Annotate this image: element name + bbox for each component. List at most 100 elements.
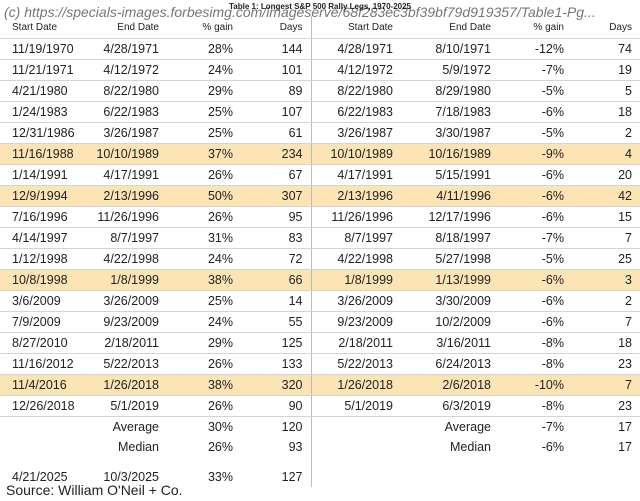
table-cell: 6/22/1983 [80, 101, 167, 123]
table-cell: 2/13/1996 [80, 185, 167, 207]
table-cell: 144 [241, 38, 312, 60]
table-cell: 3/26/1987 [80, 122, 167, 144]
table-cell: 93 [241, 437, 312, 457]
table-cell: 26% [167, 206, 241, 228]
table-cell: -8% [499, 395, 572, 417]
table-cell [311, 457, 401, 467]
table-cell: -8% [499, 353, 572, 375]
table-cell: 3/26/2009 [80, 290, 167, 312]
table-cell: Median [450, 440, 491, 454]
table-cell [499, 467, 572, 487]
table-cell: 19 [572, 59, 640, 81]
table-row: 7/16/1996 11/26/1996 26% 95 11/26/1996 12/17/… [0, 206, 640, 228]
current-row: 4/21/2025 10/3/2025 33% 127 [0, 467, 640, 487]
table-cell: 8/10/1971 [401, 38, 499, 60]
table-row: 12/9/1994 2/13/1996 50% 307 2/13/1996 4/11/19… [0, 185, 640, 207]
table-cell: 125 [241, 332, 312, 354]
column-header: End Date [80, 16, 167, 39]
table-cell: 4/21/1980 [0, 80, 80, 102]
table-cell: 234 [241, 143, 312, 165]
table-cell: 11/4/2016 [0, 374, 80, 396]
table-cell: 18 [572, 101, 640, 123]
table-cell: 61 [241, 122, 312, 144]
table-cell: 17 [618, 440, 632, 454]
table-cell: 3/26/1987 [311, 122, 401, 144]
table-cell: -5% [499, 248, 572, 270]
column-header: Start Date [311, 16, 401, 39]
table-cell [311, 467, 401, 487]
table-cell: 4/22/1998 [311, 248, 401, 270]
table-cell: -7% [499, 227, 572, 249]
table-cell: -6% [499, 185, 572, 207]
table-row: 10/8/1998 1/8/1999 38% 66 1/8/1999 1/13/1999-… [0, 269, 640, 291]
table-cell: 1/26/2018 [80, 374, 167, 396]
table-cell: 1/8/1999 [80, 269, 167, 291]
table-cell: 307 [241, 185, 312, 207]
column-header: % gain [167, 16, 241, 39]
table-row: 11/4/2016 1/26/2018 38% 320 1/26/2018 2/6/201… [0, 374, 640, 396]
table-cell: Average [444, 420, 491, 434]
table-cell: 25% [167, 122, 241, 144]
table-cell: 7/18/1983 [401, 101, 499, 123]
table-cell: 3 [572, 269, 640, 291]
table-row: 12/31/1986 3/26/1987 25% 61 3/26/1987 3/30/19… [0, 122, 640, 144]
table-cell: 4/17/1991 [311, 164, 401, 186]
table-cell: 8/18/1997 [401, 227, 499, 249]
header-row: Start Date End Date% gain Days Start Date En… [0, 16, 640, 39]
table-cell: -5% [499, 122, 572, 144]
table-cell: 14 [241, 290, 312, 312]
column-header: Start Date [0, 16, 80, 39]
table-cell: 23 [572, 395, 640, 417]
table-cell [80, 457, 167, 467]
table-cell: 8/27/2010 [0, 332, 80, 354]
table-cell: 11/19/1970 [0, 38, 80, 60]
table-cell: Median [118, 440, 159, 454]
table-cell: -6% [499, 164, 572, 186]
table-cell: 12/26/2018 [0, 395, 80, 417]
table-cell: 5/15/1991 [401, 164, 499, 186]
table-cell: -6% [499, 206, 572, 228]
table-row: 7/9/2009 9/23/2009 24% 55 9/23/2009 10/2/2009… [0, 311, 640, 333]
table-cell: 24% [167, 59, 241, 81]
table-cell: 10/10/1989 [80, 143, 167, 165]
table-cell: 24% [167, 311, 241, 333]
table-cell: 17 [618, 420, 632, 434]
column-header: Days [241, 16, 312, 39]
table-cell: 74 [572, 38, 640, 60]
table-cell: 26% [207, 440, 233, 454]
watermark: (c) https://specials-images.forbesimg.co… [4, 4, 596, 20]
table-cell: 31% [167, 227, 241, 249]
table-cell: 29% [167, 332, 241, 354]
table-row: 11/16/1988 10/10/1989 37% 234 10/10/1989 10/1… [0, 143, 640, 165]
table-cell: 3/26/2009 [311, 290, 401, 312]
table-cell: -5% [499, 80, 572, 102]
table-cell: 1/8/1999 [311, 269, 401, 291]
table-cell: -7% [541, 420, 564, 434]
table-cell: 12/9/1994 [0, 185, 80, 207]
table-cell: 7 [572, 374, 640, 396]
table-row: 1/14/1991 4/17/1991 26% 67 4/17/1991 5/15/199… [0, 164, 640, 186]
table-cell: 5/9/1972 [401, 59, 499, 81]
table-cell: 11/26/1996 [311, 206, 401, 228]
table-cell: 7/9/2009 [0, 311, 80, 333]
table-cell: 11/26/1996 [80, 206, 167, 228]
table-cell: -10% [499, 374, 572, 396]
table-row: 4/21/1980 8/22/1980 29% 89 8/22/1980 8/29/198… [0, 80, 640, 102]
table-cell: 5/27/1998 [401, 248, 499, 270]
table-cell [401, 467, 499, 487]
table-cell: 9/23/2009 [311, 311, 401, 333]
table-cell: 3/6/2009 [0, 290, 80, 312]
table-cell: 7 [572, 311, 640, 333]
table-cell: 5 [572, 80, 640, 102]
table-cell: 83 [241, 227, 312, 249]
table-cell: 42 [572, 185, 640, 207]
table-cell: -6% [499, 269, 572, 291]
table-cell: 6/24/2013 [401, 353, 499, 375]
table-cell: 95 [241, 206, 312, 228]
table-cell: 5/1/2019 [311, 395, 401, 417]
table-cell: 10/10/1989 [311, 143, 401, 165]
table-cell: 5/22/2013 [80, 353, 167, 375]
table-cell: -6% [499, 311, 572, 333]
table-cell: 26% [167, 164, 241, 186]
table-cell [311, 437, 401, 457]
